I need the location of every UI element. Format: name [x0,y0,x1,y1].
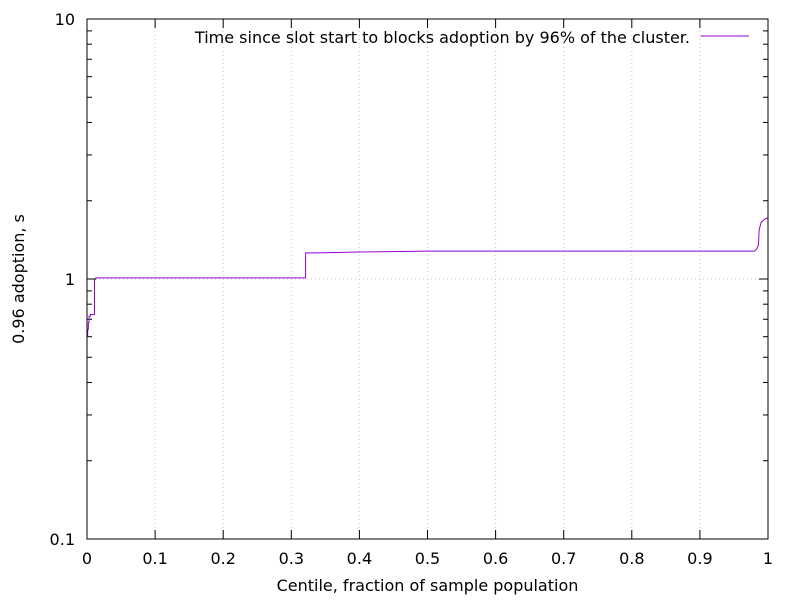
series-line [87,217,769,338]
y-tick-labels: 0.1 1 10 [50,10,75,549]
x-tick-label: 0.6 [483,549,508,568]
x-tick-label: 1 [763,549,773,568]
major-ticks [86,18,769,540]
x-tick-label: 0.2 [210,549,235,568]
legend-label: Time since slot start to blocks adoption… [194,28,690,47]
grid [87,19,768,539]
x-tick-label: 0.1 [142,549,167,568]
series-group [87,217,769,338]
x-tick-label: 0.7 [551,549,576,568]
y-tick-label: 1 [65,270,75,289]
x-tick-label: 0.4 [347,549,372,568]
x-axis-title: Centile, fraction of sample population [277,576,579,595]
x-tick-label: 0 [82,549,92,568]
legend: Time since slot start to blocks adoption… [194,28,749,47]
x-tick-label: 0.8 [619,549,644,568]
y-tick-label: 10 [55,10,75,29]
y-tick-label: 0.1 [50,530,75,549]
x-tick-labels: 0 0.1 0.2 0.3 0.4 0.5 0.6 0.7 0.8 0.9 1 [82,549,773,568]
x-tick-label: 0.3 [279,549,304,568]
x-tick-label: 0.9 [687,549,712,568]
x-tick-label: 0.5 [415,549,440,568]
y-axis-title: 0.96 adoption, s [9,214,28,344]
